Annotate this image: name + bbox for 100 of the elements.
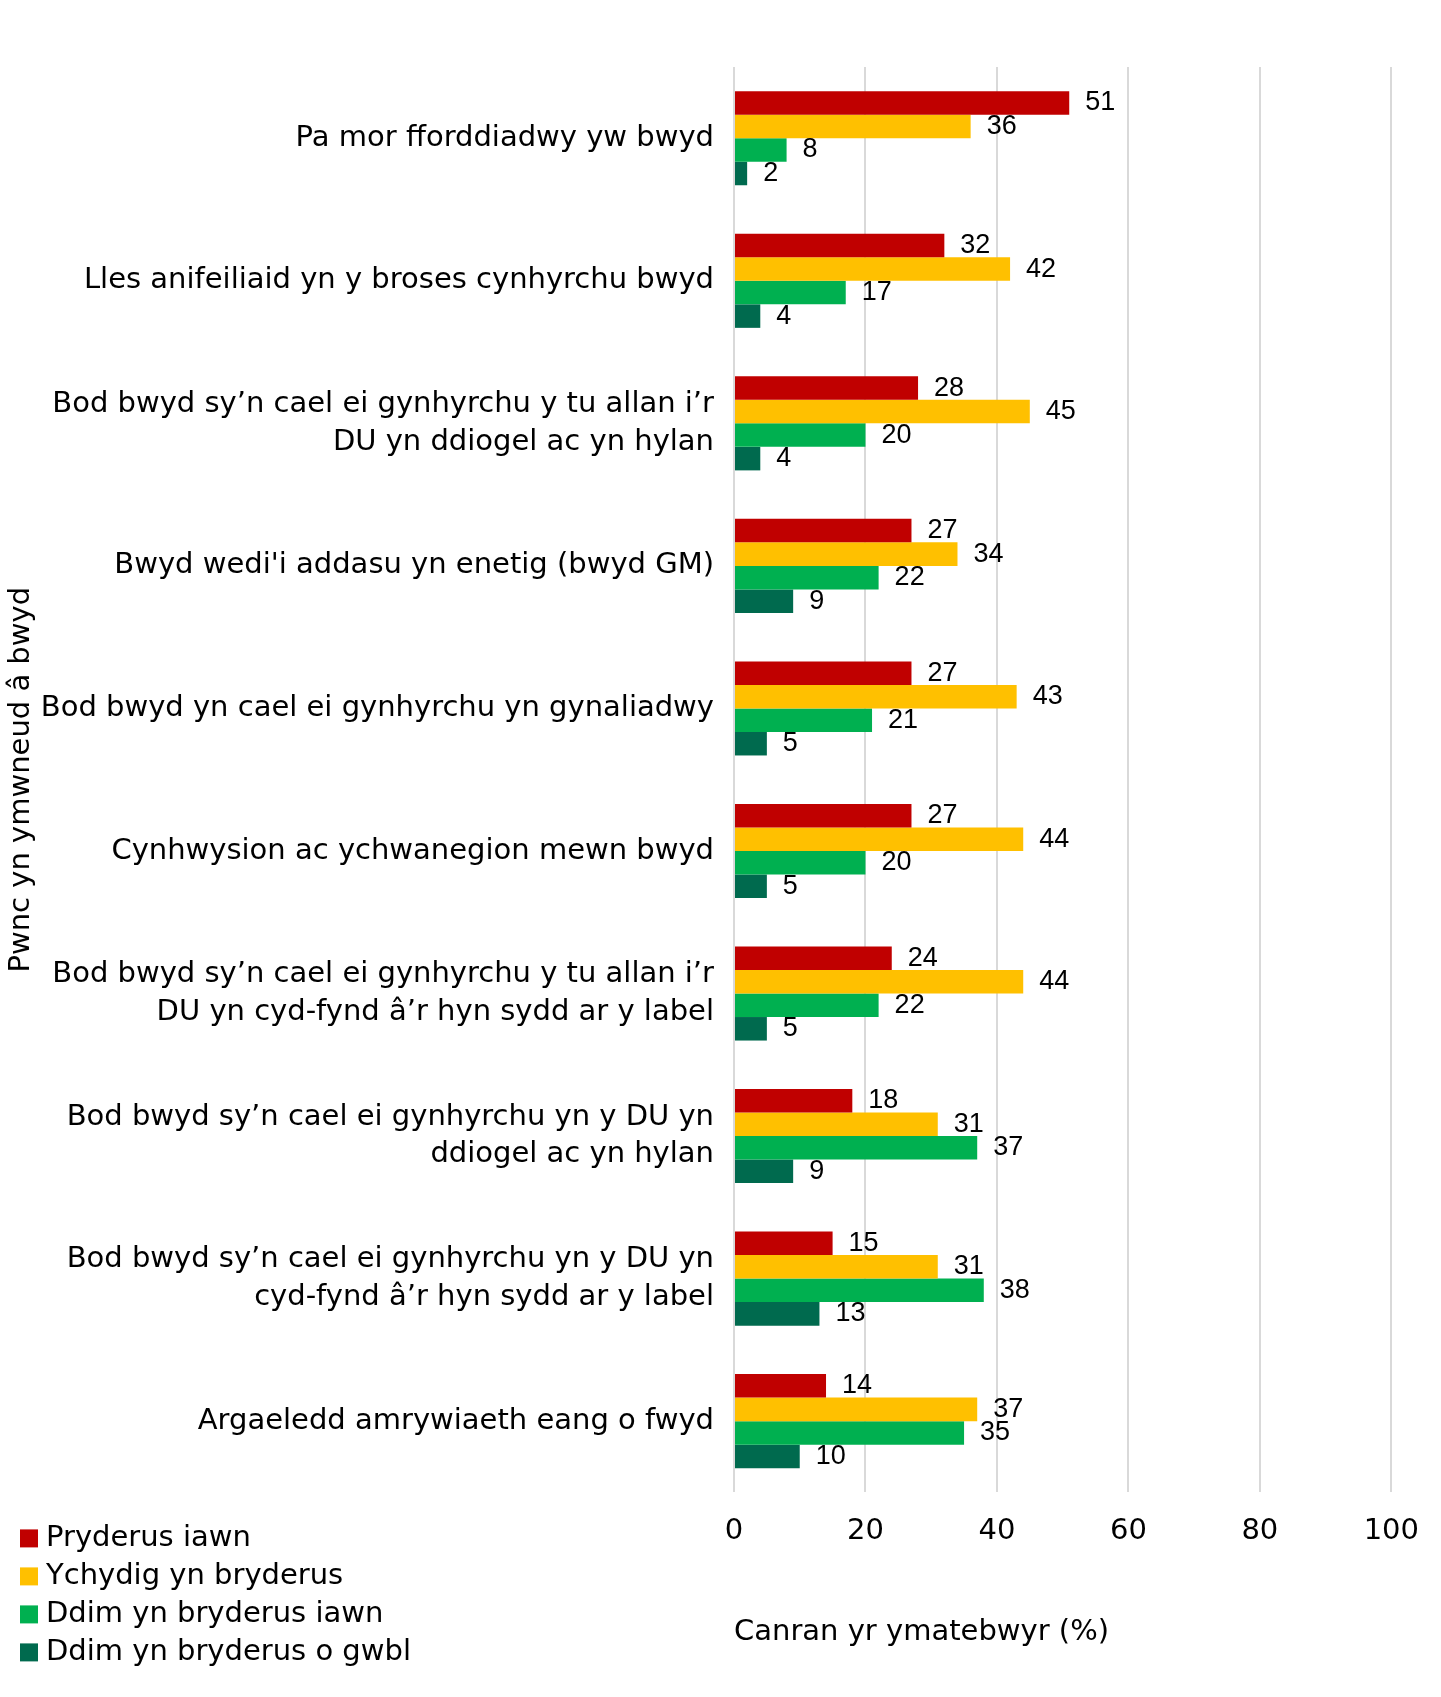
data-label: 2 [763, 157, 779, 187]
data-label: 43 [1032, 680, 1063, 711]
x-axis-title: Canran yr ymatebwyr (%) [734, 1613, 1110, 1648]
data-label: 34 [973, 537, 1004, 568]
legend-label: Ychydig yn bryderus [45, 1556, 344, 1591]
legend-label: Pryderus iawn [46, 1518, 251, 1553]
y-tick-label: Bwyd wedi'i addasu yn enetig (bwyd GM) [114, 546, 714, 581]
data-label: 51 [1085, 86, 1116, 117]
data-label: 27 [927, 514, 958, 545]
bar [735, 1278, 984, 1303]
data-label: 27 [927, 799, 958, 830]
data-label: 13 [835, 1297, 866, 1328]
data-label: 18 [868, 1084, 899, 1115]
bar [735, 376, 919, 400]
bar [735, 1374, 827, 1398]
data-label: 35 [980, 1416, 1011, 1447]
bar [735, 1159, 794, 1184]
data-label: 10 [815, 1439, 846, 1470]
bar [735, 850, 866, 875]
data-label: 42 [1026, 252, 1057, 283]
bar [735, 969, 1024, 994]
bar [735, 684, 1017, 709]
bar [735, 1112, 938, 1137]
y-tick-label: Bod bwyd sy’n cael ei gynhyrchu yn y DU yn cyd-fynd â’r hyn sydd ar y label [66, 1240, 714, 1312]
data-label: 38 [999, 1273, 1030, 1304]
bar [735, 1421, 965, 1445]
bar [735, 446, 761, 471]
bar [735, 280, 846, 305]
data-label: 31 [953, 1107, 984, 1138]
bar [735, 1397, 978, 1422]
data-label: 4 [776, 299, 792, 330]
y-tick-label: Bod bwyd sy’n cael ei gynhyrchu yn y DU yn ddiogel ac yn hylan [66, 1097, 714, 1170]
x-tick-label: 80 [1241, 1512, 1279, 1547]
data-label: 15 [848, 1226, 879, 1257]
bar [735, 1017, 767, 1041]
data-label: 5 [782, 869, 798, 900]
y-tick-label: Argaeledd amrywiaeth eang o fwyd [197, 1401, 714, 1436]
data-label: 44 [1039, 965, 1070, 996]
data-label: 31 [953, 1250, 984, 1281]
legend-label: Ddim yn bryderus iawn [46, 1594, 384, 1629]
bar [735, 257, 1011, 281]
x-tick-label: 20 [847, 1512, 884, 1547]
data-label: 37 [993, 1131, 1024, 1162]
bar [735, 233, 945, 258]
x-tick-label: 0 [724, 1512, 744, 1547]
bar [735, 114, 971, 139]
data-label: 45 [1045, 395, 1076, 426]
bar [735, 803, 912, 828]
x-tick-label: 60 [1109, 1512, 1147, 1547]
legend-label: Ddim yn bryderus o gwbl [46, 1632, 411, 1667]
data-label: 32 [960, 228, 991, 259]
bar [735, 423, 866, 447]
bar [735, 1255, 938, 1279]
data-label: 27 [927, 656, 958, 687]
data-label: 9 [809, 584, 825, 615]
bar [735, 993, 879, 1018]
y-tick-label: Bod bwyd sy’n cael ei gynhyrchu y tu allan i’r DU yn cyd-fynd â’r hyn sydd ar y label [52, 955, 715, 1027]
y-tick-label: Cynhwysion ac ychwanegion mewn bwyd [111, 831, 714, 866]
bar [735, 304, 761, 328]
data-label: 20 [881, 418, 912, 449]
data-label: 36 [986, 109, 1017, 140]
x-tick-label: 40 [978, 1512, 1016, 1547]
data-label: 24 [907, 941, 938, 972]
bar [735, 1136, 978, 1160]
data-label: 4 [776, 442, 792, 473]
data-label: 14 [842, 1369, 873, 1400]
data-label: 44 [1039, 822, 1070, 853]
data-label: 20 [881, 846, 912, 877]
bar [735, 874, 767, 899]
data-label: 9 [809, 1154, 825, 1185]
bar [735, 518, 912, 543]
y-tick-label: Pa mor fforddiadwy yw bwyd [295, 118, 714, 153]
data-label: 17 [861, 276, 892, 307]
bar [735, 731, 767, 756]
bar [735, 1231, 833, 1256]
y-tick-label: Lles anifeiliaid yn y broses cynhyrchu bwyd [83, 261, 714, 296]
bar [735, 708, 873, 732]
bar [735, 827, 1024, 851]
bar [735, 661, 912, 685]
y-axis-title: Pwnc yn ymwneud â bwyd [1, 586, 36, 973]
bar [735, 91, 1070, 115]
bar [735, 1444, 800, 1469]
data-label: 21 [888, 703, 919, 734]
data-label: 5 [782, 727, 798, 758]
data-label: 5 [782, 1012, 798, 1043]
y-tick-label: Bod bwyd yn cael ei gynhyrchu yn gynaliadwy [40, 688, 714, 723]
bar [735, 946, 892, 970]
data-label: 22 [894, 988, 925, 1019]
x-tick-label: 100 [1363, 1512, 1419, 1547]
bar [735, 542, 958, 566]
data-label: 28 [934, 371, 965, 402]
data-label: 8 [802, 133, 818, 164]
data-label: 22 [894, 561, 925, 592]
bar [735, 565, 879, 590]
bar [735, 1089, 853, 1113]
bar [735, 589, 794, 613]
y-tick-label: Bod bwyd sy’n cael ei gynhyrchu y tu allan i’r DU yn ddiogel ac yn hylan [52, 385, 715, 457]
bar [735, 399, 1030, 424]
bar [735, 1302, 820, 1326]
bar [735, 161, 748, 186]
